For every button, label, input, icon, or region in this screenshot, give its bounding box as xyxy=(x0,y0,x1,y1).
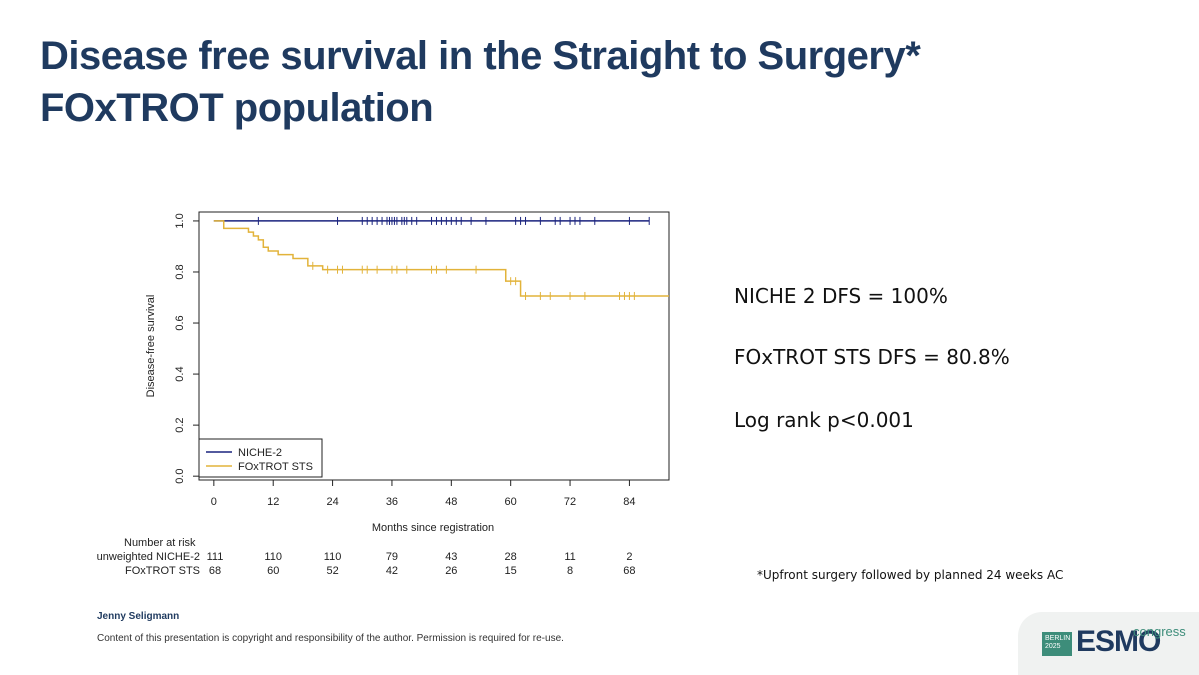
stat-niche2-dfs: NICHE 2 DFS = 100% xyxy=(734,284,948,308)
risk-value: 60 xyxy=(267,565,279,577)
congress-label: congress xyxy=(1133,624,1186,639)
copyright-notice: Content of this presentation is copyrigh… xyxy=(97,633,564,644)
risk-value: 11 xyxy=(564,551,575,563)
legend-box xyxy=(198,438,323,478)
x-tick-label: 72 xyxy=(564,496,576,508)
y-tick-label: 0.2 xyxy=(174,417,186,432)
stat-foxtrot-dfs: FOxTROT STS DFS = 80.8% xyxy=(734,345,1010,369)
x-axis: 0 12 24 36 48 60 72 84 xyxy=(211,480,636,508)
badge-city: BERLIN xyxy=(1045,635,1071,642)
slide-title: Disease free survival in the Straight to… xyxy=(40,30,921,134)
risk-value: 43 xyxy=(445,551,457,563)
legend-label-foxtrot: FOxTROT STS xyxy=(238,461,313,473)
y-axis: 0.0 0.2 0.4 0.6 0.8 1.0 xyxy=(174,213,199,484)
risk-table: Number at risk unweighted NICHE-2 FOxTRO… xyxy=(97,537,636,577)
berlin-badge: BERLIN 2025 xyxy=(1042,632,1072,656)
y-tick-label: 0.6 xyxy=(174,315,186,330)
title-line-1: Disease free survival in the Straight to… xyxy=(40,34,921,78)
risk-row-label-niche2: unweighted NICHE-2 xyxy=(97,551,200,563)
risk-row-label-foxtrot: FOxTROT STS xyxy=(125,565,200,577)
risk-value: 28 xyxy=(505,551,517,563)
risk-value: 110 xyxy=(324,551,342,563)
y-tick-label: 1.0 xyxy=(174,213,186,228)
risk-value: 111 xyxy=(207,551,224,563)
risk-value: 2 xyxy=(626,551,632,563)
survival-curve-foxtrot xyxy=(213,220,669,297)
y-tick-label: 0.4 xyxy=(174,366,186,381)
x-tick-label: 0 xyxy=(211,496,217,508)
y-axis-label: Disease-free survival xyxy=(145,295,157,398)
x-tick-label: 84 xyxy=(623,496,635,508)
badge-year: 2025 xyxy=(1045,643,1061,650)
esmo-logo: ESMO xyxy=(1076,625,1161,658)
plot-frame xyxy=(198,211,670,481)
risk-value: 26 xyxy=(445,565,457,577)
risk-value: 52 xyxy=(326,565,338,577)
title-line-2: FOxTROT population xyxy=(40,86,434,130)
series-layer xyxy=(213,216,669,300)
risk-table-header: Number at risk xyxy=(124,537,196,549)
legend: NICHE-2 FOxTROT STS xyxy=(198,438,323,478)
y-tick-label: 0.8 xyxy=(174,264,186,279)
x-tick-label: 36 xyxy=(386,496,398,508)
footnote: *Upfront surgery followed by planned 24 … xyxy=(757,568,1064,582)
risk-value: 68 xyxy=(623,565,635,577)
risk-value: 42 xyxy=(386,565,398,577)
x-tick-label: 12 xyxy=(267,496,279,508)
risk-value: 8 xyxy=(567,565,573,577)
legend-label-niche2: NICHE-2 xyxy=(238,447,282,459)
x-tick-label: 24 xyxy=(326,496,338,508)
stat-log-rank: Log rank p<0.001 xyxy=(734,408,914,432)
risk-value: 110 xyxy=(264,551,282,563)
x-tick-label: 48 xyxy=(445,496,457,508)
risk-value: 79 xyxy=(386,551,398,563)
author-name: Jenny Seligmann xyxy=(97,611,180,622)
y-tick-label: 0.0 xyxy=(174,469,186,484)
risk-value: 68 xyxy=(209,565,221,577)
risk-value: 15 xyxy=(505,565,517,577)
x-axis-label: Months since registration xyxy=(372,522,494,534)
x-tick-label: 60 xyxy=(505,496,517,508)
